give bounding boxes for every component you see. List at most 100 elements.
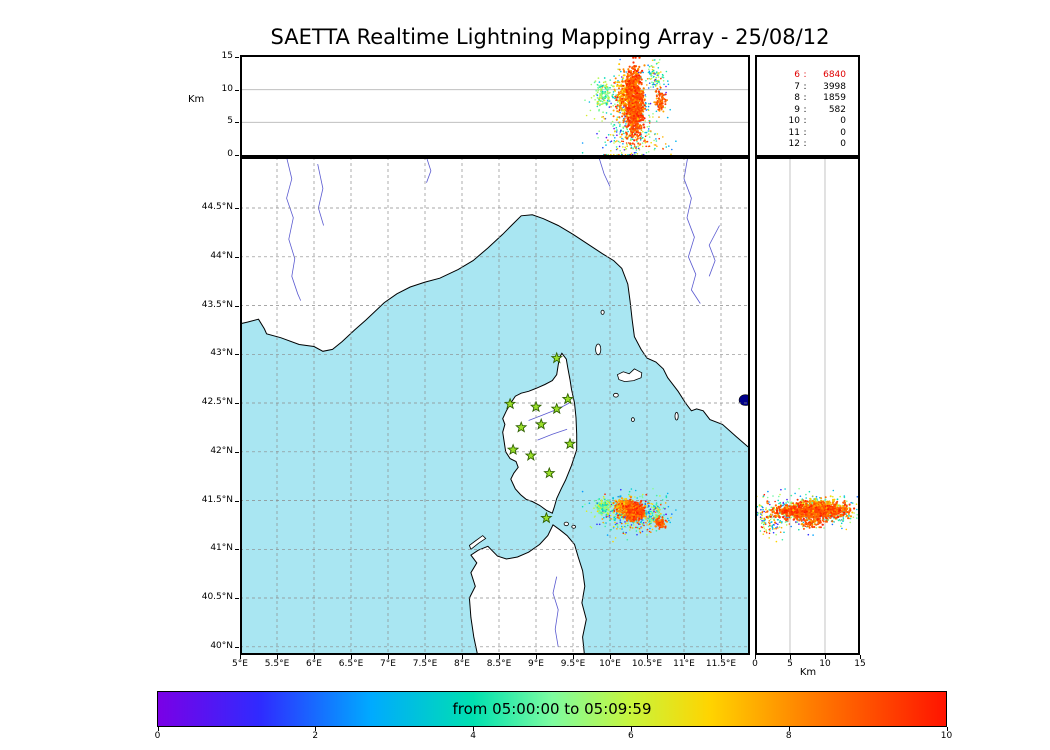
station-level: 7 [794, 81, 800, 92]
lon-tick-label: 9.5°E [560, 659, 586, 669]
coastlines [240, 157, 750, 655]
tick-mark [388, 655, 389, 659]
tick-mark [573, 655, 574, 659]
lon-tick-label: 6.5°E [338, 659, 364, 669]
lma-station-markers [504, 351, 577, 524]
tick-mark [946, 727, 948, 731]
station-count-row: 7: 3998 [757, 82, 858, 94]
lon-tick-label: 10°E [599, 659, 621, 669]
altitude-axis-label-left: Km [188, 94, 205, 105]
tick-mark [788, 727, 790, 731]
lon-tick-label: 11°E [673, 659, 695, 669]
lat-tick-label: 44.5°N [201, 202, 233, 212]
lma-station-marker [504, 397, 517, 410]
tick-mark [235, 500, 239, 502]
station-stats-panel: 6: 6840 7: 3998 8: 1859 9: 582 10: 0 11: 0 12: 0 [755, 55, 860, 157]
lon-tick-label: 7°E [380, 659, 396, 669]
station-count-row: 9: 582 [757, 105, 858, 117]
graticule [240, 157, 750, 655]
source-count: 0 [840, 116, 846, 126]
altitude-axis-label-bottom: Km [799, 667, 817, 678]
lma-station-marker [515, 420, 528, 433]
station-level: 10 [788, 116, 800, 126]
lma-station-marker [506, 443, 520, 456]
tick-mark [235, 305, 239, 307]
lat-tick-label: 44°N [210, 250, 233, 261]
lma-station-marker [561, 392, 575, 405]
lat-tick-label: 43.5°N [201, 299, 233, 310]
colorbar-tick-label: 0 [154, 731, 161, 741]
altitude-longitude-panel [240, 55, 750, 157]
tick-mark [314, 655, 315, 659]
tick-mark [425, 655, 426, 659]
source-count: 6840 [823, 70, 846, 80]
station-level: 6 [794, 70, 800, 80]
lat-tick-label: 40.5°N [201, 592, 233, 602]
tick-mark [536, 655, 537, 659]
altitude-latitude-panel [755, 157, 860, 655]
tick-mark [240, 655, 241, 659]
tick-mark [235, 598, 239, 599]
separator: : [803, 81, 807, 92]
lat-tick-label: 40°N [210, 640, 233, 651]
tick-mark [499, 655, 500, 659]
tick-mark [235, 256, 239, 258]
map-panel [240, 157, 750, 655]
alt-tick-label-left: 10 [221, 83, 233, 94]
station-count-row: 8: 1859 [757, 93, 858, 105]
lma-station-marker [524, 449, 538, 461]
colorbar: from 05:00:00 to 05:09:59 [157, 691, 947, 727]
lat-tick-label: 41°N [210, 543, 233, 554]
separator: : [803, 104, 807, 115]
tick-mark [235, 354, 239, 356]
plan-view-map [240, 157, 750, 655]
tick-mark [277, 655, 278, 659]
lma-station-marker [534, 417, 548, 430]
colorbar-tick-label: 4 [470, 731, 476, 741]
station-count-row: 12: 0 [757, 139, 858, 151]
alt-tick-label-bottom: 15 [854, 659, 866, 669]
tick-mark [235, 403, 239, 404]
colorbar-tick-label: 8 [785, 731, 792, 741]
tick-mark [351, 655, 352, 659]
station-level: 12 [788, 139, 800, 149]
lightning-sources-map [581, 487, 677, 543]
lma-station-marker [543, 466, 556, 479]
tick-mark [755, 655, 756, 659]
alt-tick-label-left: 0 [227, 149, 233, 159]
station-level: 9 [794, 104, 800, 115]
lon-tick-label: 5°E [232, 659, 248, 669]
tick-mark [235, 57, 239, 58]
colorbar-tick-label: 6 [628, 731, 634, 741]
lma-station-marker [540, 511, 553, 524]
colorbar-tick-label: 2 [312, 731, 319, 741]
tick-mark [315, 727, 317, 731]
time-window-label: from 05:00:00 to 05:09:59 [452, 700, 652, 718]
tick-mark [462, 655, 463, 659]
tick-mark [235, 451, 239, 453]
tick-mark [473, 727, 475, 731]
map-border [240, 157, 750, 655]
lma-station-marker [563, 437, 577, 450]
tick-mark [790, 655, 791, 659]
lon-tick-label: 8.5°E [486, 659, 512, 669]
alt-tick-label-left: 15 [221, 51, 233, 61]
tick-mark [235, 549, 239, 551]
lma-station-marker [550, 402, 563, 415]
rivers [286, 157, 720, 647]
lat-tick-label: 43°N [210, 348, 233, 359]
colorbar-gradient [158, 692, 946, 726]
separator: : [803, 127, 807, 138]
separator: : [803, 139, 807, 149]
separator: : [803, 70, 807, 80]
lat-tick-label: 42°N [210, 445, 233, 456]
lma-station-marker [529, 400, 543, 413]
lon-tick-label: 11.5°E [705, 659, 737, 669]
tick-mark [647, 655, 648, 659]
tick-mark [235, 122, 239, 124]
tick-mark [630, 727, 632, 731]
station-level: 11 [788, 127, 800, 138]
lake-bolsena [738, 394, 750, 406]
lma-station-marker [550, 351, 563, 364]
lon-tick-label: 9°E [528, 659, 544, 669]
